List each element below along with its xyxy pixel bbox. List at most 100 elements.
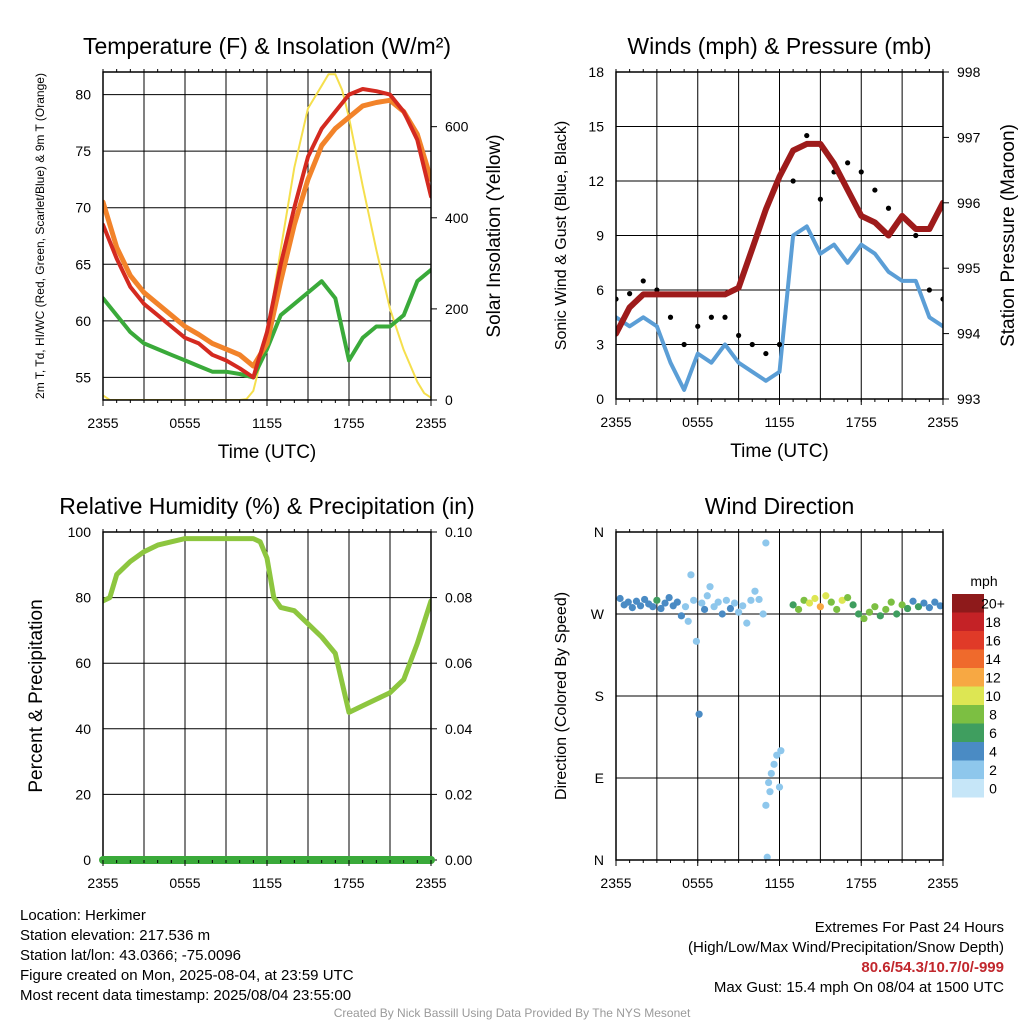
direction-point [657,604,665,613]
y-tick-label: 20 [75,786,91,802]
direction-point [624,598,632,606]
y-tick-label: S [595,688,604,704]
direction-point [700,605,709,614]
x-tick-label: 2355 [415,875,446,891]
wind-panel: 0 3 6 9 12 15 18 993 994 995 996 997 998 2355 0555 1155… [553,33,1019,462]
y-tick-label: 70 [75,200,91,216]
chart-title: Temperature (F) & Insolation (W/m²) [83,33,451,59]
direction-point [931,598,939,606]
direction-point [805,599,814,607]
direction-point [887,598,895,606]
x-axis-label: Time (UTC) [218,442,317,463]
direction-point [684,617,692,625]
direction-point [692,637,700,645]
x-tick-label: 0555 [169,415,200,431]
legend-swatch [952,649,984,668]
y-tick-label: 100 [68,524,92,540]
direction-point [751,587,759,595]
direction-point [893,610,901,618]
x-tick-label: 1755 [846,875,877,891]
direction-point [763,853,771,860]
legend-label: 12 [985,669,1001,685]
legend-swatch [952,668,984,687]
y-tick-label: 75 [75,143,91,159]
direction-point [936,602,943,610]
direction-point [714,598,722,606]
direction-point [844,594,852,602]
x-tick-label: 1155 [252,415,282,431]
direction-point [636,602,645,610]
max-gust-text: Max Gust: 15.4 mph On 08/04 at 1500 UTC [713,979,1004,996]
gust-point [845,160,851,166]
direction-point [762,539,770,547]
gust-point [872,187,878,193]
y-tick-label: 15 [588,119,604,135]
extremes-subtitle: (High/Low/Max Wind/Precipitation/Snow De… [688,939,1004,956]
x-axis-label: Time (UTC) [730,441,829,462]
created-text: Figure created on Mon, 2025-08-04, at 23… [20,967,354,984]
legend-label: 10 [985,688,1001,704]
direction-point [770,760,778,768]
y2-axis-label: Station Pressure (Maroon) [998,124,1019,347]
legend-title: mph [970,573,997,589]
direction-point [833,605,841,614]
gust-point [858,169,864,175]
direction-point [914,603,923,611]
direction-point [765,778,773,787]
legend-label: 16 [985,632,1001,648]
gust-point [640,278,646,284]
y-tick-label: N [594,524,604,540]
y2-tick-label: 200 [445,301,469,317]
y-tick-label: E [595,770,604,786]
direction-point [925,604,933,612]
direction-point [876,612,884,620]
y2-tick-label: 600 [445,119,469,135]
x-tick-label: 1155 [764,414,794,430]
y2-tick-label: 995 [957,260,981,276]
gust-point [722,314,728,320]
gust-point [804,132,810,139]
extremes-title: Extremes For Past 24 Hours [814,919,1004,936]
direction-point [687,571,695,579]
direction-point [789,601,797,609]
gust-point [926,287,932,293]
legend-swatch [952,742,984,761]
y2-tick-label: 996 [957,195,981,211]
y-tick-label: 9 [596,228,604,244]
direction-panel: N E S W N 2355 0555 1155 1755 2355 Wind Direction D… [553,493,959,891]
y-tick-label: 60 [75,313,91,329]
direction-point [777,747,785,755]
location-text: Location: Herkimer [20,907,146,924]
x-tick-label: 1755 [846,414,877,430]
legend-swatch [952,723,984,742]
gust-point [681,341,687,348]
gust-point [763,350,769,357]
y-tick-label: 6 [596,282,604,298]
gust-point [790,178,796,184]
y2-tick-label: 998 [957,64,981,80]
recent-text: Most recent data timestamp: 2025/08/04 2… [20,987,352,1004]
credit-text: Created By Nick Bassill Using Data Provi… [333,1006,691,1020]
direction-point [871,603,879,611]
station-info: Location: Herkimer Station elevation: 21… [20,906,354,1006]
series-line-blue [616,224,943,392]
direction-point [739,602,747,610]
series-line-red [103,87,431,380]
y-tick-label: 40 [75,721,91,737]
legend-swatch [952,612,984,631]
direction-point [767,769,775,778]
y2-tick-label: 0.08 [445,590,472,606]
direction-point [735,608,743,616]
y-tick-label: 0 [83,852,91,868]
gust-point [913,232,919,239]
direction-point [661,599,669,607]
y-tick-label: 18 [588,64,604,80]
direction-point [665,594,673,602]
direction-point [903,604,912,613]
y-tick-label: 3 [596,337,604,353]
direction-point [681,603,690,611]
direction-point [766,788,774,796]
direction-point [800,596,808,604]
direction-point [849,601,857,609]
direction-point [730,599,739,607]
